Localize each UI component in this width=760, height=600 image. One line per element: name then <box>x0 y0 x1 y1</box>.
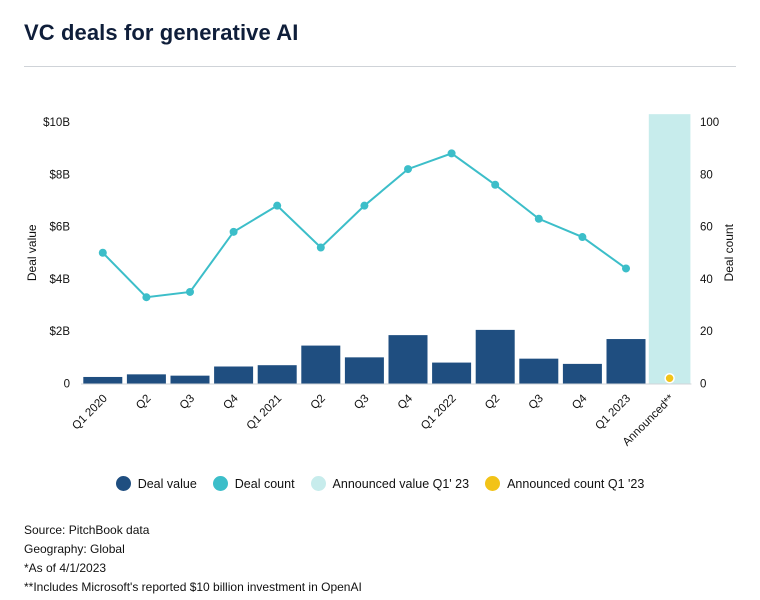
note-source: Source: PitchBook data <box>24 523 150 537</box>
bar-deal-value <box>301 345 341 384</box>
x-tick-label: Q3 <box>352 393 371 412</box>
point-deal-count <box>534 214 543 223</box>
bar-deal-value <box>562 363 602 384</box>
x-tick-label: Q1 2021 <box>245 393 285 433</box>
point-deal-count <box>447 149 456 158</box>
point-deal-count <box>622 264 630 273</box>
bar-deal-value <box>83 376 123 384</box>
x-tick-label: Q2 <box>134 393 153 412</box>
y2-axis-title: Deal count <box>722 223 736 281</box>
bar-deal-value <box>214 366 254 384</box>
bar-deal-value <box>170 375 210 384</box>
legend-item-deal-count: Deal count <box>212 476 295 491</box>
line-deal-count <box>102 152 627 299</box>
x-tick-label: Q1 2023 <box>593 393 633 433</box>
bar-deal-value <box>126 374 166 384</box>
chart-legend: Deal value Deal count Announced value Q1… <box>0 476 760 491</box>
bar-deal-value <box>519 358 559 384</box>
bar-deal-value <box>388 335 428 384</box>
bar-deal-value <box>606 339 646 384</box>
y2-tick-label: 20 <box>700 326 713 338</box>
legend-item-announced-count: Announced count Q1 '23 <box>485 476 644 491</box>
legend-swatch-announced-value <box>310 476 326 491</box>
point-deal-count <box>186 287 194 296</box>
y-tick-label: $8B <box>50 169 71 181</box>
point-deal-count <box>273 201 282 210</box>
point-deal-count <box>142 293 151 302</box>
note-as-of: *As of 4/1/2023 <box>24 561 107 575</box>
legend-item-announced-value: Announced value Q1' 23 <box>310 476 470 491</box>
legend-swatch-deal-value <box>115 476 131 491</box>
legend-label-announced-value: Announced value Q1' 23 <box>332 476 470 491</box>
x-tick-label: Q4 <box>221 392 241 412</box>
point-deal-count <box>229 227 238 236</box>
y2-tick-label: 40 <box>700 274 713 286</box>
legend-label-announced-count: Announced count Q1 '23 <box>507 476 645 491</box>
x-tick-label: Q3 <box>178 393 197 412</box>
x-tick-label: Q2 <box>483 393 502 412</box>
y-tick-label: $6B <box>50 222 71 234</box>
y2-tick-label: 100 <box>700 117 719 129</box>
x-tick-label: Q4 <box>570 392 590 412</box>
point-deal-count <box>98 248 107 257</box>
point-deal-count <box>578 233 587 242</box>
x-tick-label: Q3 <box>527 393 546 412</box>
y2-tick-label: 0 <box>700 379 706 391</box>
y2-tick-label: 80 <box>700 169 713 181</box>
x-tick-label: Q2 <box>309 393 328 412</box>
title-divider <box>24 66 736 67</box>
point-deal-count <box>404 165 412 174</box>
note-microsoft: **Includes Microsoft's reported $10 bill… <box>24 580 362 594</box>
point-deal-count <box>316 243 325 252</box>
bar-deal-value <box>475 329 515 384</box>
note-geography: Geography: Global <box>24 542 125 556</box>
legend-swatch-announced-count <box>485 476 501 491</box>
bar-announced-value <box>648 114 691 384</box>
y-axis-title: Deal value <box>25 224 39 281</box>
legend-label-deal-value: Deal value <box>137 476 197 491</box>
y-tick-label: 0 <box>64 379 70 391</box>
x-tick-label: Q1 2022 <box>419 393 459 433</box>
point-announced-count <box>664 373 675 384</box>
bar-deal-value <box>257 365 297 384</box>
y2-tick-label: 60 <box>700 222 713 234</box>
chart-notes: Source: PitchBook data Geography: Global… <box>24 521 362 597</box>
point-deal-count <box>360 201 369 210</box>
y-tick-label: $4B <box>50 274 71 286</box>
legend-item-deal-value: Deal value <box>115 476 197 491</box>
point-deal-count <box>491 180 500 189</box>
bar-deal-value <box>432 362 472 384</box>
y-tick-label: $2B <box>50 326 71 338</box>
vc-deals-chart: 0 $2B $4B $6B $8B $10B 0 20 40 60 80 100 Deal value D… <box>25 114 736 449</box>
x-tick-label: Q4 <box>396 392 416 412</box>
chart-title: VC deals for generative AI <box>24 20 299 45</box>
legend-label-deal-count: Deal count <box>234 476 295 491</box>
y-tick-label: $10B <box>43 117 70 129</box>
x-tick-label: Q1 2020 <box>70 393 110 433</box>
legend-swatch-deal-count <box>212 476 228 491</box>
bar-deal-value <box>344 357 384 384</box>
